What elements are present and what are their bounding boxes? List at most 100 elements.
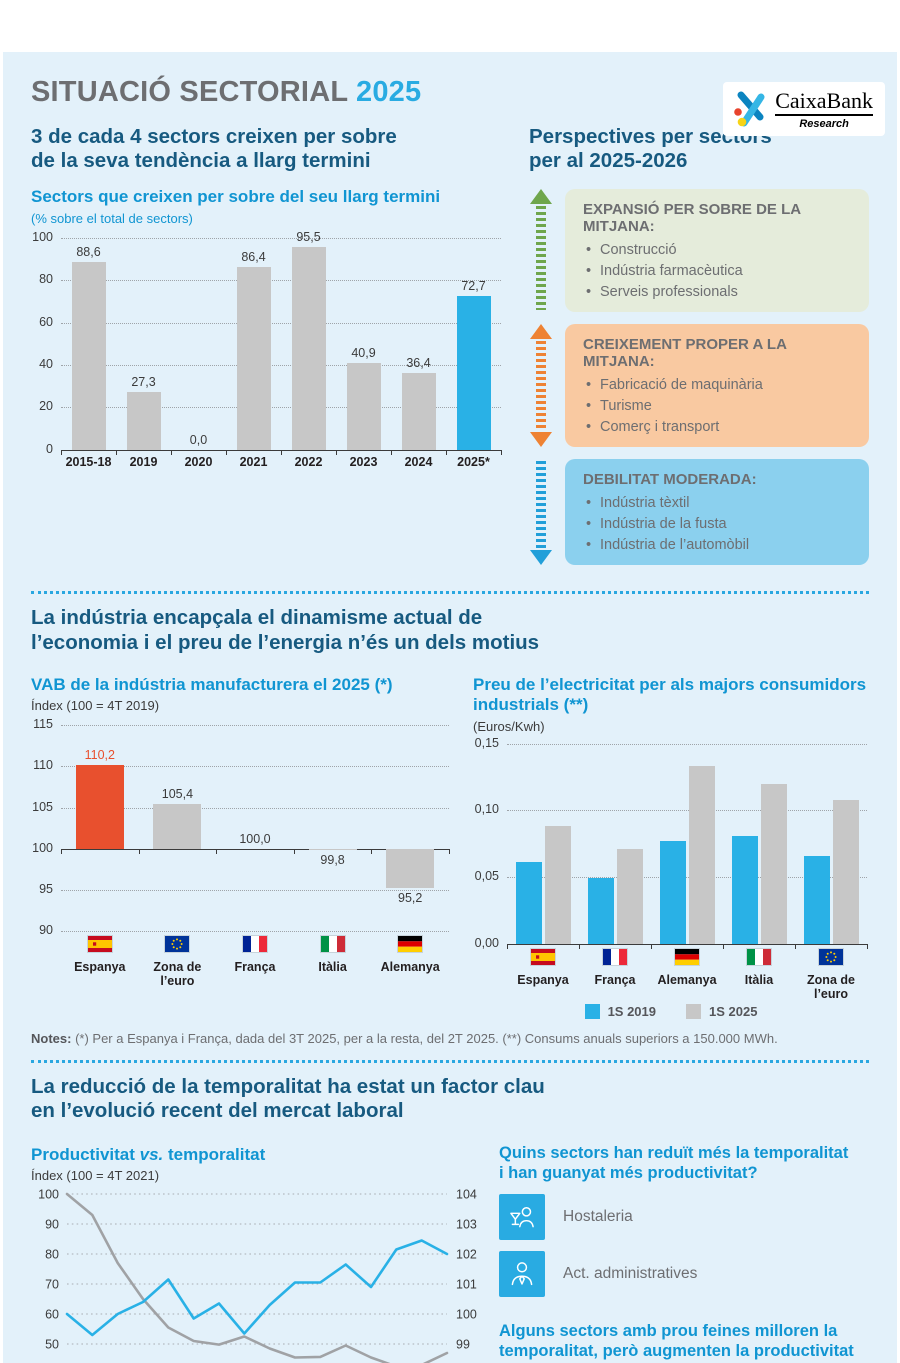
gridline (61, 766, 449, 768)
gridline (61, 931, 449, 933)
arrow-up-icon (530, 324, 552, 340)
notes-text: (*) Per a Espanya i França, dada del 3T … (71, 1030, 778, 1046)
logo-research-label: Research (799, 118, 849, 131)
right-axis-tick: 101 (456, 1278, 477, 1292)
gridline (61, 364, 501, 366)
bar-value-label: 100,0 (239, 831, 271, 846)
section3-heading: La reducció de la temporalitat ha estat … (31, 1074, 545, 1122)
plot-area (507, 743, 868, 949)
bar-value-label: 105,4 (161, 787, 194, 802)
country-label: Espanya (517, 972, 569, 987)
right-axis-tick: 102 (456, 1248, 477, 1262)
bar-value-label: 27,3 (131, 374, 156, 389)
x-label-2025*: 2025* (457, 454, 490, 469)
bar-Zona de l’euro (153, 804, 202, 849)
x-label-França: França (579, 947, 651, 987)
perspectives-boxes: EXPANSIÓ PER SOBRE DE LA MITJANA: Constru… (529, 189, 869, 566)
dotted-divider-2 (31, 1059, 869, 1063)
title-vs: vs. (139, 1144, 164, 1164)
x-label-2020: 2020 (184, 454, 213, 469)
sectors-chart-subtitle: (% sobre el total de sectors) (31, 210, 193, 226)
country-label: Alemanya (380, 960, 440, 975)
content-canvas: SITUACIÓ SECTORIAL 2025 CaixaBank Resear… (3, 52, 897, 1363)
x-label-2022: 2022 (294, 454, 323, 469)
bar-1S 2025-Itàlia (760, 783, 787, 944)
perspective-item: Comerç i transport (583, 419, 853, 435)
title-post: temporalitat (163, 1144, 266, 1164)
bar-value-label: 36,4 (406, 355, 431, 370)
y-tick-label: 100 (32, 229, 53, 244)
electricity-legend: 1S 2019 1S 2025 (473, 1003, 869, 1019)
caixabank-star-icon (734, 91, 765, 127)
x-label-Espanya: Espanya (507, 947, 579, 987)
sector-row: Hostaleria (499, 1194, 869, 1241)
country-label: Zona de l’euro (807, 972, 855, 1001)
legend-swatch (686, 1003, 701, 1019)
gridline (61, 280, 501, 282)
axis-tick (391, 449, 392, 455)
perspectives-heading: Perspectives per sectors per al 2025-202… (529, 125, 772, 173)
gridline (507, 743, 867, 745)
section3-left-column: Productivitat vs. temporalitat Índex (10… (31, 1131, 483, 1363)
flag-it-icon (294, 935, 372, 957)
sectors-bar-chart: 88,6 27,3 0,0 86,4 95,5 40,9 36,4 72,7 0 20 40 60 80… (31, 230, 502, 476)
axis-tick (336, 449, 337, 455)
arrow-stem (536, 341, 546, 431)
y-tick-label: 40 (39, 356, 53, 371)
bar-1S 2025-Espanya (544, 826, 571, 944)
notes-label: Notes: (31, 1030, 72, 1046)
gridline (61, 322, 501, 324)
y-tick-label: 90 (39, 923, 53, 938)
bar-2025* (456, 295, 491, 450)
bar-1S 2019-França (587, 878, 614, 944)
axis-tick (293, 848, 295, 854)
trend-arrow-updown (529, 324, 553, 448)
series-line (65, 1239, 449, 1337)
gridline (507, 876, 867, 878)
sectors-chart-title: Sectors que creixen per sobre del seu ll… (31, 187, 441, 207)
axis-tick (138, 848, 140, 854)
gridline (507, 943, 867, 945)
section2-row: VAB de la indústria manufacturera el 202… (31, 661, 869, 1019)
left-axis-tick: 80 (45, 1248, 59, 1262)
bar-value-label: 110,2 (84, 747, 115, 762)
gridline (61, 725, 449, 727)
section3-right-column: Quins sectors han reduït més la temporal… (499, 1131, 869, 1363)
bar-value-label: 72,7 (461, 278, 486, 293)
axis-tick (116, 449, 117, 455)
flag-de-icon (651, 947, 723, 970)
country-label: Itàlia (744, 972, 774, 987)
section2-right-column: Preu de l’electricitat per als majors co… (473, 661, 869, 1019)
right-axis-tick: 104 (456, 1189, 477, 1202)
gridline (61, 889, 449, 891)
flag-es-icon (61, 935, 139, 957)
gridline (61, 237, 501, 239)
axis-tick (61, 449, 62, 455)
y-tick-label: 105 (32, 799, 53, 814)
perspective-box: CREIXEMENT PROPER A LA MITJANA: Fabricaci… (565, 324, 869, 448)
left-axis-tick: 60 (45, 1308, 59, 1322)
bar-value-label: 99,8 (320, 853, 345, 868)
x-label-2024: 2024 (404, 454, 433, 469)
axis-tick (446, 449, 447, 455)
x-label-2021: 2021 (239, 454, 268, 469)
arrow-up-icon (530, 189, 552, 205)
x-label-França: França (216, 935, 294, 974)
page-title-year: 2025 (356, 76, 422, 108)
page-title-text: SITUACIÓ SECTORIAL (31, 76, 348, 108)
gridline (61, 807, 449, 809)
axis-tick (226, 449, 227, 455)
vab-chart-subtitle: Índex (100 = 4T 2019) (31, 698, 160, 714)
perspective-box-title: DEBILITAT MODERADA: (583, 471, 757, 489)
axis-tick (449, 848, 450, 854)
bar-1S 2019-Zona de l’euro (803, 855, 830, 944)
perspective-box-title: EXPANSIÓ PER SOBRE DE LA MITJANA: (583, 201, 801, 236)
perspective-box: DEBILITAT MODERADA: Indústria tèxtil Indús… (565, 459, 869, 566)
caixabank-logo: CaixaBank Research (723, 82, 885, 137)
x-label-2019: 2019 (129, 454, 158, 469)
flag-es-icon (507, 947, 579, 970)
arrow-down-icon (530, 550, 552, 566)
bar-2021 (236, 266, 271, 450)
section1-right-column: Perspectives per sectors per al 2025-202… (529, 125, 869, 577)
bar-value-label: 40,9 (351, 346, 376, 361)
